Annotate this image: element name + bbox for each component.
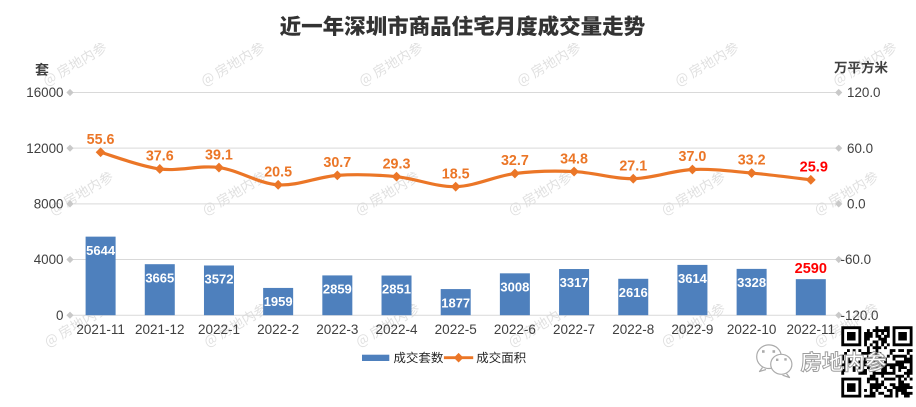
svg-text:25.9: 25.9: [800, 160, 828, 176]
svg-text:2590: 2590: [795, 261, 827, 277]
svg-text:30.7: 30.7: [323, 155, 351, 171]
svg-text:3328: 3328: [737, 275, 766, 290]
svg-text:3317: 3317: [560, 275, 589, 290]
svg-text:2851: 2851: [382, 282, 411, 297]
svg-text:1959: 1959: [264, 294, 293, 309]
svg-text:2022-11: 2022-11: [787, 322, 836, 337]
svg-text:37.6: 37.6: [146, 149, 174, 165]
svg-text:2022-1: 2022-1: [198, 322, 240, 337]
svg-text:27.1: 27.1: [619, 158, 647, 174]
svg-text:2859: 2859: [323, 282, 352, 297]
svg-text:55.6: 55.6: [87, 132, 115, 148]
svg-text:2022-8: 2022-8: [612, 322, 654, 337]
svg-text:1877: 1877: [441, 295, 470, 310]
svg-text:3572: 3572: [205, 272, 234, 287]
svg-text:2022-10: 2022-10: [727, 322, 777, 337]
svg-text:0: 0: [56, 308, 63, 323]
svg-text:20.5: 20.5: [264, 165, 292, 181]
svg-text:39.1: 39.1: [205, 147, 233, 163]
svg-text:-120.0: -120.0: [841, 308, 879, 323]
svg-text:37.0: 37.0: [679, 149, 707, 165]
svg-text:2021-11: 2021-11: [76, 322, 125, 337]
svg-text:3614: 3614: [678, 271, 708, 286]
svg-text:2022-7: 2022-7: [553, 322, 595, 337]
svg-text:5644: 5644: [86, 243, 116, 258]
svg-text:4000: 4000: [34, 252, 64, 267]
svg-text:34.8: 34.8: [560, 151, 588, 167]
svg-text:2021-12: 2021-12: [135, 322, 185, 337]
svg-text:120.0: 120.0: [847, 85, 881, 100]
svg-text:60.0: 60.0: [847, 141, 873, 156]
svg-text:12000: 12000: [26, 141, 63, 156]
svg-text:0.0: 0.0: [847, 197, 866, 212]
svg-text:2022-4: 2022-4: [375, 322, 418, 337]
svg-text:2022-5: 2022-5: [435, 322, 477, 337]
svg-text:2022-6: 2022-6: [494, 322, 536, 337]
svg-text:-60.0: -60.0: [841, 252, 872, 267]
svg-text:2022-9: 2022-9: [671, 322, 713, 337]
svg-text:2616: 2616: [619, 285, 648, 300]
svg-text:3008: 3008: [500, 280, 529, 295]
svg-text:3665: 3665: [145, 270, 174, 285]
svg-text:32.7: 32.7: [501, 153, 529, 169]
svg-text:16000: 16000: [26, 85, 63, 100]
svg-text:2022-3: 2022-3: [316, 322, 358, 337]
svg-text:2022-2: 2022-2: [257, 322, 299, 337]
svg-text:18.5: 18.5: [442, 166, 470, 182]
svg-text:33.2: 33.2: [738, 153, 766, 169]
svg-text:29.3: 29.3: [383, 156, 411, 172]
svg-text:8000: 8000: [34, 197, 64, 212]
